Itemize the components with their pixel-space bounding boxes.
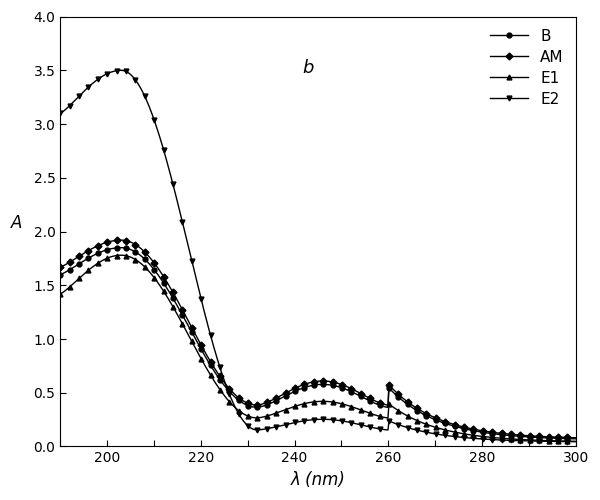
E1: [256, 414, 263, 420]
Line: B: B: [58, 245, 578, 442]
E2: [57, 110, 64, 116]
E1: [118, 252, 125, 258]
AM: [57, 264, 64, 270]
E1: [94, 260, 101, 266]
E2: [118, 68, 125, 73]
B: [94, 250, 101, 256]
B: [57, 272, 64, 278]
B: [572, 436, 580, 442]
E2: [512, 438, 519, 444]
B: [512, 433, 519, 439]
E1: [572, 438, 580, 444]
Line: AM: AM: [58, 238, 578, 440]
E1: [511, 436, 518, 442]
AM: [572, 434, 580, 440]
B: [118, 244, 125, 250]
B: [511, 433, 518, 439]
Legend: B, AM, E1, E2: B, AM, E1, E2: [485, 24, 568, 112]
B: [292, 388, 299, 394]
E2: [511, 438, 518, 444]
E1: [415, 418, 422, 424]
B: [415, 408, 422, 414]
B: [256, 404, 263, 410]
E2: [572, 438, 580, 444]
Line: E2: E2: [58, 68, 578, 444]
X-axis label: λ (nm): λ (nm): [290, 471, 346, 489]
Line: E1: E1: [58, 253, 578, 444]
E1: [57, 291, 64, 297]
Y-axis label: A: A: [11, 214, 22, 232]
AM: [512, 432, 519, 438]
AM: [256, 402, 263, 408]
AM: [94, 242, 101, 248]
AM: [415, 406, 422, 412]
E2: [415, 428, 422, 434]
E1: [512, 436, 519, 442]
E2: [94, 76, 101, 82]
E2: [292, 420, 299, 426]
E2: [256, 427, 263, 433]
Text: b: b: [302, 59, 313, 77]
E1: [292, 403, 299, 409]
AM: [292, 385, 299, 391]
AM: [118, 237, 125, 243]
AM: [511, 432, 518, 438]
